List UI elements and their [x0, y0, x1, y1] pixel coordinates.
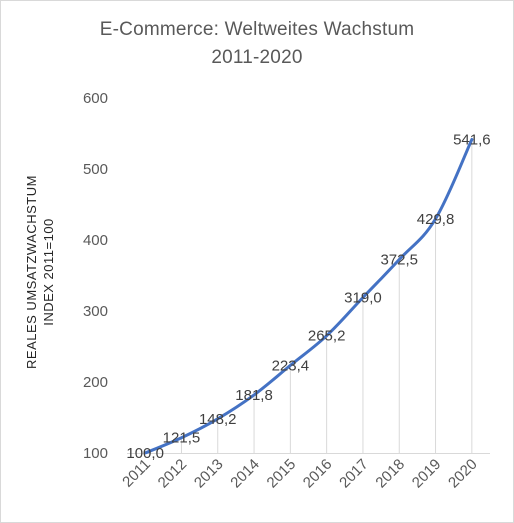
data-label: 429,8 [417, 211, 455, 228]
data-label: 148,2 [199, 411, 237, 428]
y-axis-title-line2: INDEX 2011=100 [41, 218, 56, 326]
y-axis-title: REALES UMSATZWACHSTUM INDEX 2011=100 [24, 175, 56, 369]
y-tick-label: 100 [83, 445, 108, 462]
data-label: 223,4 [272, 357, 310, 374]
x-tick-label: 2013 [191, 456, 227, 492]
y-tick-label: 500 [83, 161, 108, 178]
x-tick-label: 2018 [372, 456, 408, 492]
y-tick-label: 400 [83, 232, 108, 249]
chart-title-line2: 2011-2020 [211, 47, 303, 68]
data-label: 181,8 [235, 387, 273, 404]
y-axis-title-line1: REALES UMSATZWACHSTUM [24, 175, 39, 369]
data-label: 541,6 [453, 131, 491, 148]
data-label: 372,5 [380, 252, 418, 269]
y-tick-label: 300 [83, 303, 108, 320]
x-tick-label: 2016 [300, 456, 336, 492]
data-label: 265,2 [308, 328, 346, 345]
data-label: 100,0 [126, 445, 164, 462]
x-tick-label: 2015 [264, 456, 300, 492]
data-label: 121,5 [163, 430, 201, 447]
x-tick-label: 2017 [336, 456, 372, 492]
x-axis-ticks: 2011 2012 2013 2014 2015 2016 2017 2018 2019 2020 [119, 456, 481, 492]
chart-title-line1: E-Commerce: Weltweites Wachstum [99, 19, 415, 40]
x-tick-label: 2019 [409, 456, 445, 492]
drop-lines [180, 139, 473, 453]
x-tick-label: 2014 [227, 456, 263, 492]
chart-title: E-Commerce: Weltweites Wachstum 2011-202… [0, 16, 514, 72]
data-label: 319,0 [344, 290, 382, 307]
y-axis-ticks: 100 200 300 400 500 600 [83, 90, 108, 462]
x-tick-label: 2020 [445, 456, 481, 492]
y-tick-label: 200 [83, 374, 108, 391]
y-tick-label: 600 [83, 90, 108, 107]
series-line [143, 137, 474, 455]
